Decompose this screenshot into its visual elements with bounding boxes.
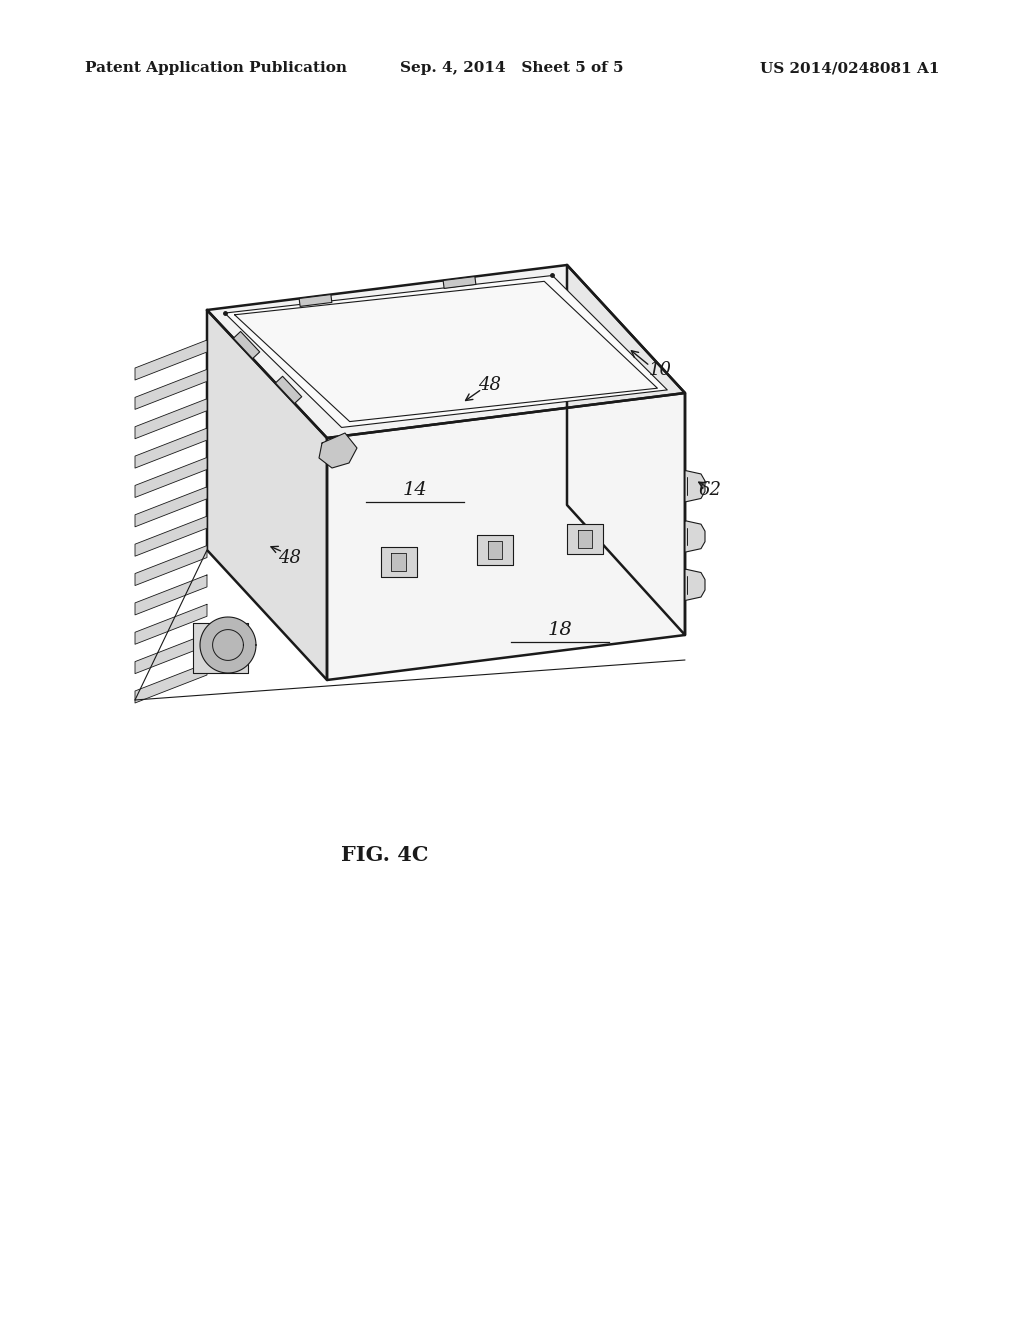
Polygon shape xyxy=(135,487,207,527)
Text: Sep. 4, 2014   Sheet 5 of 5: Sep. 4, 2014 Sheet 5 of 5 xyxy=(400,61,624,75)
Polygon shape xyxy=(685,520,705,552)
Polygon shape xyxy=(135,399,207,438)
Text: 62: 62 xyxy=(698,480,722,499)
Polygon shape xyxy=(443,276,476,289)
Polygon shape xyxy=(578,529,592,548)
Text: 48: 48 xyxy=(478,376,502,393)
Polygon shape xyxy=(567,265,685,635)
Polygon shape xyxy=(135,634,207,673)
Polygon shape xyxy=(135,458,207,498)
Polygon shape xyxy=(477,535,513,565)
Text: 14: 14 xyxy=(402,480,427,499)
Polygon shape xyxy=(319,433,357,469)
Polygon shape xyxy=(391,553,406,572)
Polygon shape xyxy=(685,569,705,601)
Polygon shape xyxy=(685,470,705,502)
Polygon shape xyxy=(381,546,417,577)
Polygon shape xyxy=(135,341,207,380)
Polygon shape xyxy=(135,605,207,644)
Polygon shape xyxy=(566,524,603,553)
Polygon shape xyxy=(207,310,327,680)
Polygon shape xyxy=(135,545,207,586)
Polygon shape xyxy=(233,331,260,359)
Polygon shape xyxy=(135,663,207,704)
Polygon shape xyxy=(135,576,207,615)
Polygon shape xyxy=(488,541,503,558)
Polygon shape xyxy=(200,616,256,673)
Polygon shape xyxy=(234,281,657,421)
Polygon shape xyxy=(135,516,207,556)
Polygon shape xyxy=(135,370,207,409)
Text: US 2014/0248081 A1: US 2014/0248081 A1 xyxy=(761,61,940,75)
Polygon shape xyxy=(275,376,302,404)
Polygon shape xyxy=(193,623,248,673)
Polygon shape xyxy=(327,393,685,680)
Polygon shape xyxy=(207,265,685,438)
Text: Patent Application Publication: Patent Application Publication xyxy=(85,61,347,75)
Polygon shape xyxy=(299,294,332,306)
Text: 18: 18 xyxy=(548,620,572,639)
Text: FIG. 4C: FIG. 4C xyxy=(341,845,429,865)
Polygon shape xyxy=(224,276,668,428)
Polygon shape xyxy=(135,428,207,469)
Text: 10: 10 xyxy=(648,360,672,379)
Text: 48: 48 xyxy=(279,549,301,568)
